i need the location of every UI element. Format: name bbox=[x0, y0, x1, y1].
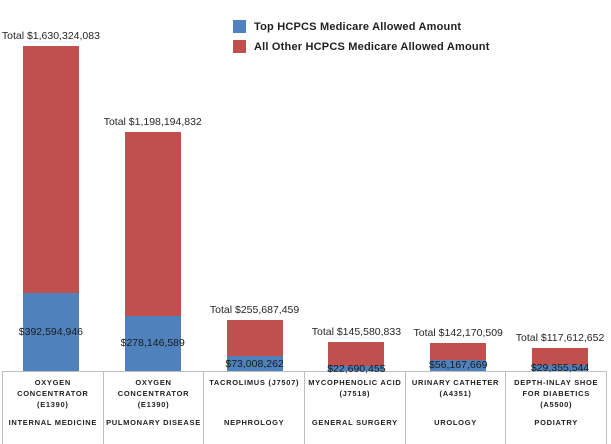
top-value-label: $392,594,946 bbox=[18, 325, 84, 338]
legend-item-top-hcpcs: Top HCPCS Medicare Allowed Amount bbox=[233, 20, 490, 33]
legend-swatch-red-icon bbox=[233, 40, 246, 53]
category-specialty-label: PODIATRY bbox=[534, 418, 578, 427]
category-label-cell: OXYGEN CONCENTRATOR (E1390) INTERNAL MEDI… bbox=[2, 372, 103, 444]
category-label-cell: OXYGEN CONCENTRATOR (E1390) PULMONARY DIS… bbox=[102, 372, 204, 444]
x-axis-line bbox=[2, 371, 607, 372]
bar-segment-all-other bbox=[430, 342, 487, 360]
category-specialty-label: PULMONARY DISEASE bbox=[106, 418, 201, 427]
stacked-bar bbox=[124, 132, 181, 371]
top-value-label: $278,146,589 bbox=[120, 337, 185, 350]
bar-segment-top bbox=[430, 359, 487, 371]
top-value-label: $22,690,455 bbox=[327, 362, 386, 375]
legend-label-all-other-hcpcs: All Other HCPCS Medicare Allowed Amount bbox=[254, 40, 490, 53]
top-value-label: $29,355,544 bbox=[530, 362, 590, 375]
bar-column: Total $145,580,833 $22,690,455 bbox=[305, 0, 407, 375]
legend-swatch-blue-icon bbox=[233, 20, 246, 33]
bar-column: Total $117,612,652 $29,355,544 bbox=[509, 0, 611, 375]
stacked-bar bbox=[226, 320, 283, 371]
category-label-cell: MYCOPHENOLIC ACID (J7518) GENERAL SURGERY bbox=[304, 372, 405, 444]
bar-segment-all-other bbox=[22, 46, 79, 293]
bar-column: Total $255,687,459 $73,008,262 bbox=[204, 0, 306, 371]
category-label-cell: TACROLIMUS (J7507) NEPHROLOGY bbox=[203, 372, 304, 444]
legend: Top HCPCS Medicare Allowed Amount All Ot… bbox=[233, 20, 490, 53]
total-label: Total $145,580,833 bbox=[311, 325, 402, 338]
x-axis-labels: OXYGEN CONCENTRATOR (E1390) INTERNAL MEDI… bbox=[2, 372, 608, 444]
bar-segment-top bbox=[226, 356, 283, 371]
bar-segment-top bbox=[328, 366, 385, 371]
bar-column: Total $1,630,324,083 $392,594,946 bbox=[0, 0, 102, 371]
top-value-label: $73,008,262 bbox=[225, 357, 284, 370]
category-specialty-label: INTERNAL MEDICINE bbox=[8, 418, 98, 427]
category-code-label: MYCOPHENOLIC ACID (J7518) bbox=[308, 378, 402, 398]
total-label: Total $255,687,459 bbox=[209, 304, 300, 317]
category-code-label: TACROLIMUS (J7507) bbox=[209, 378, 300, 387]
bar-column: Total $1,198,194,832 $278,146,589 bbox=[102, 0, 204, 371]
plot-area: Total $1,630,324,083 $392,594,946 Total $1… bbox=[0, 0, 611, 375]
total-label: Total $1,198,194,832 bbox=[103, 116, 202, 129]
bar-segment-top bbox=[124, 315, 181, 371]
total-label: Total $142,170,509 bbox=[413, 326, 503, 339]
category-specialty-label: NEPHROLOGY bbox=[224, 418, 285, 427]
category-code-label: DEPTH-INLAY SHOE FOR DIABETICS (A5500) bbox=[514, 378, 599, 409]
bar-segment-all-other bbox=[124, 132, 181, 316]
bar-segment-top bbox=[532, 365, 589, 371]
bar-segment-top bbox=[22, 292, 79, 371]
legend-label-top-hcpcs: Top HCPCS Medicare Allowed Amount bbox=[254, 20, 462, 33]
category-label-cell: URINARY CATHETER (A4351) UROLOGY bbox=[404, 372, 506, 444]
bar-column: Total $142,170,509 $56,167,669 bbox=[407, 0, 509, 372]
category-code-label: OXYGEN CONCENTRATOR (E1390) bbox=[17, 378, 89, 409]
category-label-cell: DEPTH-INLAY SHOE FOR DIABETICS (A5500) PO… bbox=[505, 372, 608, 444]
bar-segment-all-other bbox=[328, 341, 385, 367]
stacked-bar bbox=[22, 46, 79, 371]
category-code-label: URINARY CATHETER (A4351) bbox=[411, 378, 500, 398]
stacked-bar bbox=[532, 347, 589, 371]
stacked-bar bbox=[328, 341, 385, 371]
bar-segment-all-other bbox=[532, 347, 589, 366]
stacked-bar bbox=[430, 342, 487, 371]
total-label: Total $117,612,652 bbox=[515, 331, 605, 344]
category-code-label: OXYGEN CONCENTRATOR (E1390) bbox=[117, 378, 190, 409]
legend-item-all-other-hcpcs: All Other HCPCS Medicare Allowed Amount bbox=[233, 40, 490, 53]
top-value-label: $56,167,669 bbox=[429, 359, 488, 372]
total-label: Total $1,630,324,083 bbox=[1, 30, 100, 42]
category-specialty-label: UROLOGY bbox=[434, 418, 477, 427]
bar-segment-all-other bbox=[226, 320, 283, 357]
category-specialty-label: GENERAL SURGERY bbox=[311, 418, 398, 427]
